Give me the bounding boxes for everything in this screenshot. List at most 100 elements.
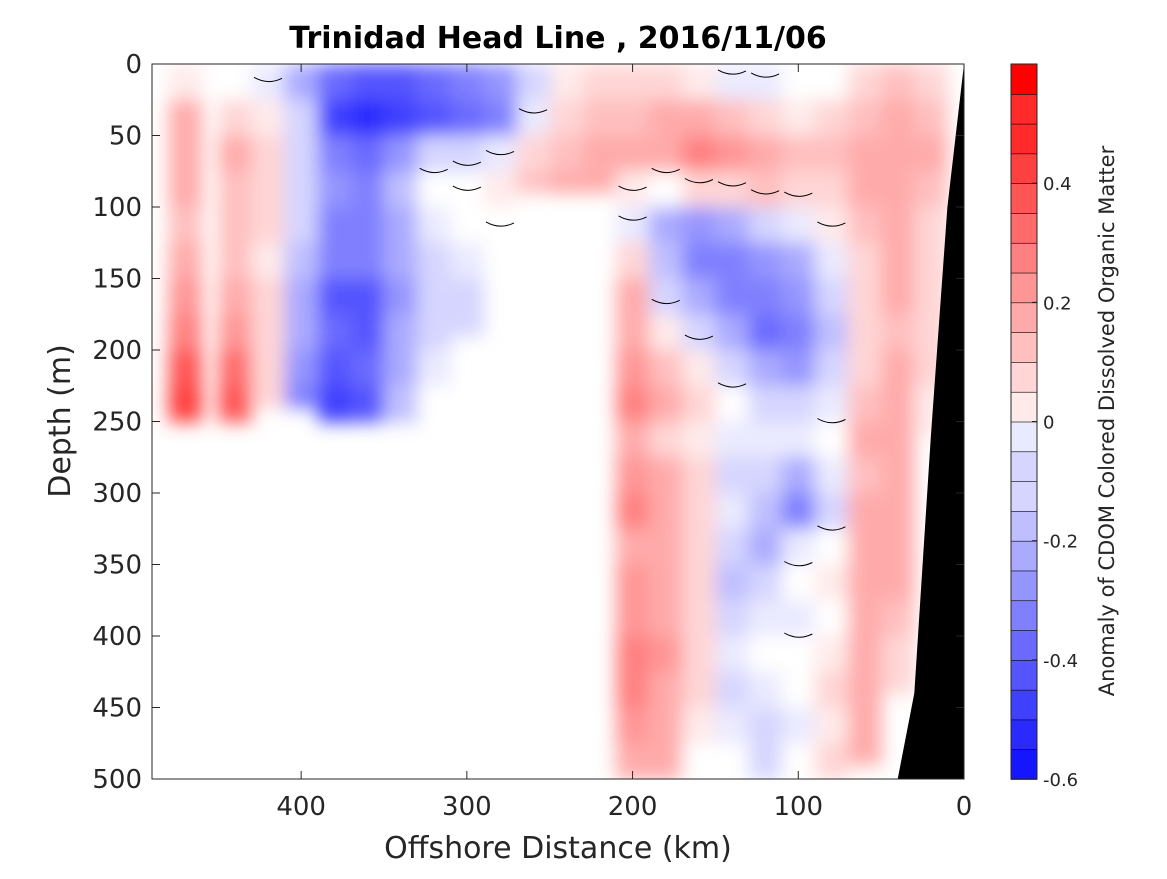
anomaly-cell [218, 278, 252, 315]
anomaly-cell [616, 99, 650, 137]
anomaly-cell [168, 171, 203, 208]
anomaly-cell [284, 278, 319, 315]
y-tick-label: 250 [92, 408, 142, 438]
anomaly-cell [814, 493, 849, 530]
colorbar-band [1010, 212, 1038, 244]
anomaly-cell [251, 278, 286, 315]
anomaly-cell [682, 314, 716, 351]
anomaly-cell [218, 242, 252, 280]
anomaly-cell [616, 385, 650, 423]
anomaly-cell [682, 421, 716, 458]
anomaly-cell [848, 171, 882, 208]
anomaly-cell [168, 350, 203, 387]
anomaly-cell [649, 743, 683, 779]
anomaly-cell [483, 171, 518, 208]
anomaly-cell [814, 207, 849, 244]
anomaly-cell [168, 385, 203, 423]
anomaly-cell [848, 600, 882, 637]
anomaly-cell [682, 743, 716, 779]
anomaly-cell [649, 207, 683, 244]
anomaly-cell [682, 64, 716, 101]
anomaly-cell [814, 528, 849, 566]
zero-contour-segment [750, 189, 780, 195]
anomaly-cell [218, 135, 252, 172]
x-axis-label: Offshore Distance (km) [384, 831, 732, 866]
anomaly-cell [218, 207, 252, 244]
anomaly-cell [682, 385, 716, 423]
anomaly-cell [781, 385, 816, 423]
anomaly-cell [781, 242, 816, 280]
anomaly-cell [168, 314, 203, 351]
anomaly-cell [218, 314, 252, 351]
anomaly-cell [781, 564, 816, 601]
zero-contour-segment [817, 221, 846, 227]
anomaly-cell [715, 564, 750, 601]
anomaly-cell [748, 278, 783, 315]
zero-contour-segment [651, 298, 680, 305]
anomaly-cell [881, 278, 915, 315]
anomaly-cell [748, 385, 783, 423]
anomaly-cell [251, 207, 286, 244]
anomaly-cell [616, 493, 650, 530]
anomaly-cell [417, 99, 451, 137]
colorbar-band [1010, 421, 1038, 453]
anomaly-cell [682, 242, 716, 280]
anomaly-cell [284, 242, 319, 280]
anomaly-cell [848, 528, 882, 566]
colorbar-band [1010, 391, 1038, 423]
anomaly-cell [682, 671, 716, 709]
anomaly-cell [848, 64, 882, 101]
anomaly-cell [168, 64, 203, 101]
colorbar-band [1010, 123, 1038, 155]
anomaly-cell [715, 636, 750, 673]
anomaly-cell [848, 314, 882, 351]
zero-contour-segment [253, 76, 283, 83]
anomaly-cell [450, 314, 484, 337]
colorbar-band [1010, 63, 1038, 95]
anomaly-cell [251, 385, 286, 408]
colorbar-tick-label: 0.2 [1043, 293, 1072, 314]
anomaly-cell [317, 171, 352, 208]
anomaly-cell [881, 242, 915, 280]
anomaly-cell [417, 314, 451, 351]
anomaly-cell [649, 493, 683, 530]
anomaly-cell [682, 493, 716, 530]
anomaly-cell [848, 564, 882, 601]
colorbar-tick-label: -0.2 [1043, 532, 1078, 553]
anomaly-cell [616, 671, 650, 709]
colorbar-band [1010, 659, 1038, 691]
anomaly-cell [317, 64, 352, 101]
colorbar-band [1010, 272, 1038, 304]
anomaly-cell [848, 707, 882, 744]
anomaly-cell [781, 350, 816, 387]
colorbar-band [1010, 719, 1038, 751]
anomaly-cell [284, 314, 319, 351]
anomaly-cell [649, 528, 683, 566]
anomaly-cell [616, 457, 650, 494]
anomaly-cell [168, 135, 203, 172]
anomaly-cell [450, 99, 484, 137]
anomaly-cell [682, 528, 716, 566]
anomaly-cell [715, 707, 750, 744]
anomaly-cell [649, 457, 683, 494]
anomaly-cell [350, 350, 385, 387]
anomaly-cell [616, 350, 650, 387]
anomaly-cell [417, 350, 451, 387]
anomaly-cell [781, 171, 816, 208]
anomaly-cell [649, 278, 683, 315]
colorbar-label: Anomaly of CDOM Colored Dissolved Organi… [1095, 145, 1119, 696]
x-tick-label: 200 [608, 792, 658, 822]
anomaly-cell [483, 207, 518, 244]
anomaly-cell [748, 242, 783, 280]
anomaly-cell [450, 278, 484, 315]
anomaly-cell [748, 64, 783, 101]
anomaly-cell [616, 636, 650, 673]
anomaly-cell [251, 64, 286, 101]
anomaly-cell [616, 421, 650, 458]
colorbar-tick-label: 0 [1043, 413, 1054, 434]
zero-contour-segment [717, 181, 747, 187]
anomaly-cell [781, 707, 816, 744]
zero-contour-segment [419, 167, 448, 174]
anomaly-cell [814, 457, 849, 494]
